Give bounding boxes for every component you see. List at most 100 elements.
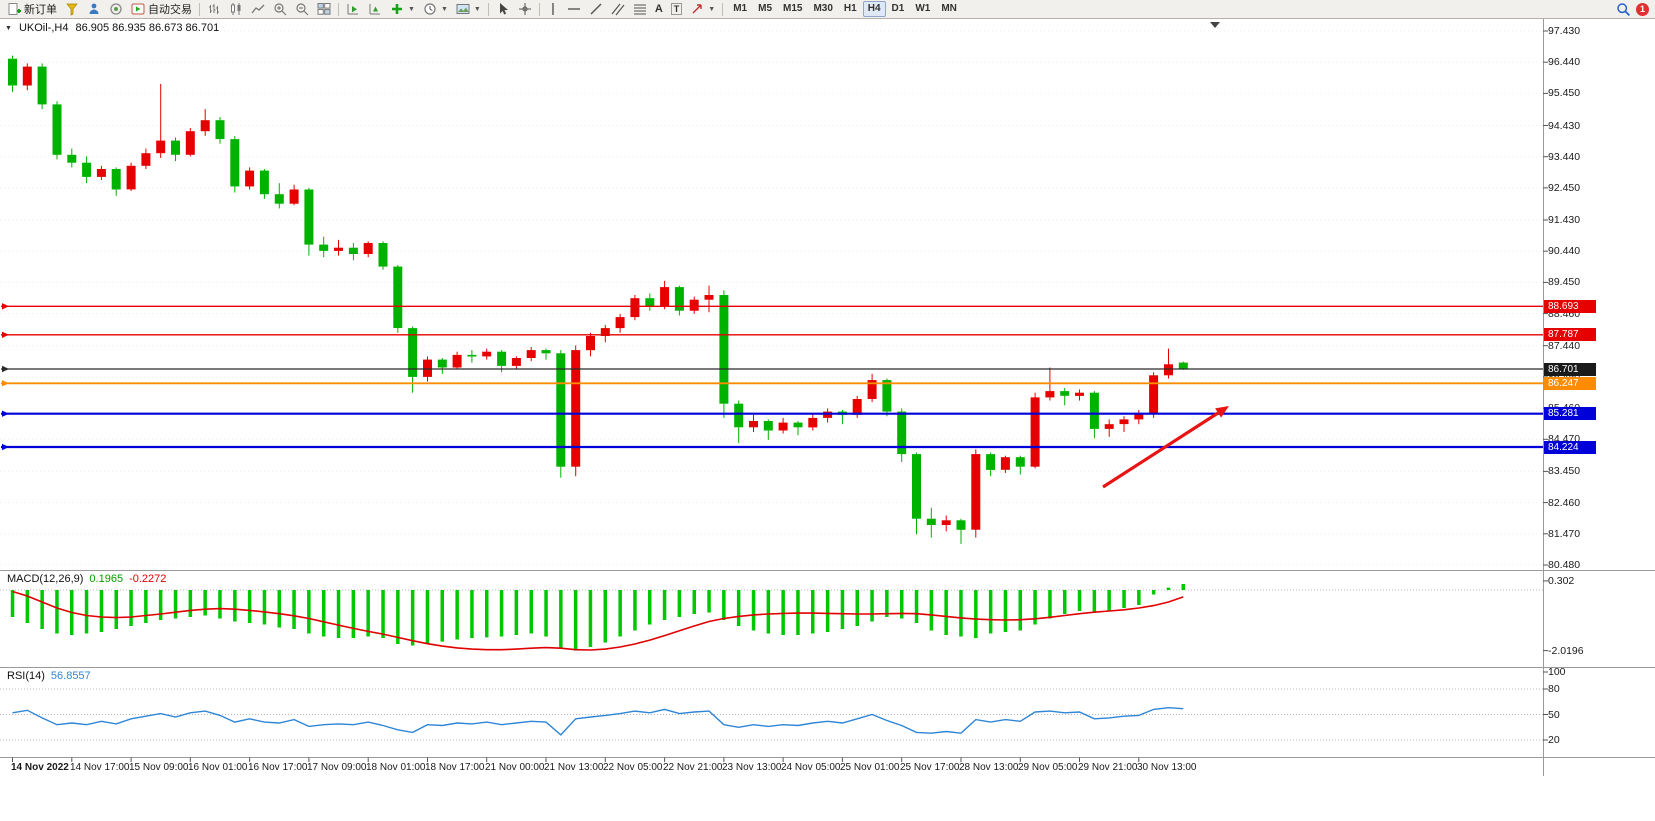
rsi-line [12,706,1184,736]
price-tag-88.693: 88.693 [1544,300,1596,313]
cursor-icon [499,3,508,15]
zoom-in-icon [274,3,287,16]
fibonacci-tool-button[interactable] [629,0,651,18]
date-label: 29 Nov 05:00 [1018,762,1078,773]
rsi-scale-label: 80 [1548,683,1560,695]
zoom-out-button[interactable] [291,0,313,18]
tile-windows-icon [317,3,331,15]
new-order-button[interactable]: 新订单 [3,0,61,18]
trendline-icon [590,3,602,15]
line-left-marker [2,303,9,310]
chart-shift-marker[interactable] [1210,22,1220,28]
price-tag-86.701: 86.701 [1544,363,1596,376]
channel-tool-button[interactable] [607,0,629,18]
macd-label: MACD(12,26,9) 0.1965 -0.2272 [7,573,166,585]
timeframe-h1-button[interactable]: H1 [843,3,857,14]
date-label: 18 Nov 01:00 [366,762,426,773]
label-tool-button[interactable]: T [667,0,687,18]
templates-button[interactable]: ▼ [452,0,485,18]
date-label: 16 Nov 17:00 [248,762,308,773]
crosshair-tool-button[interactable] [514,0,536,18]
vertical-line-tool-button[interactable] [543,0,563,18]
timeframe-m5-button[interactable]: M5 [758,3,773,14]
candlestick-series [8,55,1188,544]
rsi-label: RSI(14) 56.8557 [7,670,91,682]
horizontal-line-tool-button[interactable] [563,0,585,18]
price-scale[interactable]: 97.430 96.440 95.450 94.430 93.440 92.450 91.4… [1544,19,1655,821]
timeframe-m1-button[interactable]: M1 [733,3,748,14]
date-label: 14 Nov 17:00 [70,762,130,773]
date-label: 30 Nov 13:00 [1137,762,1197,773]
bar-chart-icon [209,4,219,14]
chevron-down-icon[interactable]: ▼ [5,24,12,32]
navigator-button[interactable] [83,0,105,18]
date-label: 29 Nov 21:00 [1078,762,1138,773]
price-tick-label: 83.450 [1548,465,1581,477]
date-label: 25 Nov 01:00 [840,762,900,773]
new-order-label: 新订单 [24,4,57,16]
indicators-icon [392,4,402,14]
macd-scale-label: 0.302 [1548,575,1575,587]
macd-scale-label: -2.0196 [1548,645,1584,657]
text-tool-icon: A [654,3,663,15]
label-tool-icon: T [670,3,683,15]
date-label: 16 Nov 01:00 [188,762,248,773]
price-tick-label: 97.430 [1548,25,1581,37]
rsi-scale-label: 50 [1548,709,1560,721]
toolbar-separator [338,2,339,16]
symbol-header: ▼ UKOil-,H4 86.905 86.935 86.673 86.701 [5,22,219,34]
toolbar-separator [538,2,540,16]
date-label: 28 Nov 13:00 [959,762,1019,773]
time-scale[interactable]: 14 Nov 2022 14 Nov 17:00 15 Nov 09:00 16 No… [0,760,1543,778]
date-label: 21 Nov 00:00 [485,762,545,773]
rsi-name: RSI(14) [7,670,45,682]
clock-icon [424,3,436,15]
line-chart-button[interactable] [247,0,269,18]
price-tick-label: 93.440 [1548,151,1581,163]
arrow-shapes-icon [692,4,702,14]
cursor-tool-button[interactable] [492,0,514,18]
timeframe-toolbar: M1 M5 M15 M30 H1 H4 D1 W1 MN [728,1,962,17]
bar-chart-button[interactable] [203,0,225,18]
auto-scroll-button[interactable] [342,0,364,18]
chevron-down-icon: ▼ [408,5,415,13]
fibonacci-icon [633,4,646,15]
chart-shift-button[interactable] [364,0,386,18]
date-label: 15 Nov 09:00 [129,762,189,773]
price-grid [0,30,1543,566]
text-tool-button[interactable]: A [651,0,667,18]
price-tag-87.787: 87.787 [1544,328,1596,341]
trend-arrow-annotation[interactable] [1102,406,1229,489]
new-order-icon [8,3,21,15]
templates-icon [456,4,470,14]
timeframe-m30-button[interactable]: M30 [813,3,833,14]
date-label: 23 Nov 13:00 [722,762,782,773]
tile-windows-button[interactable] [313,0,335,18]
search-icon[interactable] [1616,2,1631,17]
zoom-out-icon [296,3,309,16]
indicators-button[interactable]: ▼ [386,0,419,18]
chart-canvas[interactable] [0,19,1655,821]
timeframe-w1-button[interactable]: W1 [915,3,931,14]
line-left-marker [2,365,9,373]
notification-badge[interactable]: 1 [1636,2,1649,16]
arrows-tool-button[interactable]: ▼ [686,0,719,18]
vertical-line-icon [552,3,554,15]
timeframe-mn-button[interactable]: MN [941,3,957,14]
trendline-tool-button[interactable] [585,0,607,18]
periods-button[interactable]: ▼ [419,0,452,18]
toolbar-separator [722,2,724,16]
auto-trading-button[interactable]: 自动交易 [127,0,196,18]
terminal-button[interactable] [105,0,127,18]
timeframe-m15-button[interactable]: M15 [783,3,803,14]
auto-trading-label: 自动交易 [148,4,192,16]
rsi-scale-label: 100 [1548,666,1566,678]
candlestick-chart-button[interactable] [225,0,247,18]
market-watch-button[interactable] [61,0,83,18]
price-tick-label: 80.480 [1548,559,1581,571]
zoom-in-button[interactable] [269,0,291,18]
timeframe-d1-button[interactable]: D1 [891,3,905,14]
timeframe-h4-button[interactable]: H4 [862,1,886,17]
toolbar-separator [199,2,200,16]
